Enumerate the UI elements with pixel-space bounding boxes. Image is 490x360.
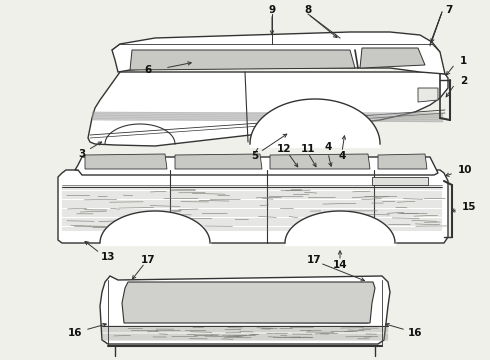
- Polygon shape: [58, 170, 448, 243]
- Polygon shape: [270, 154, 370, 169]
- Text: 4: 4: [324, 142, 332, 152]
- Text: 8: 8: [304, 5, 312, 15]
- Text: 2: 2: [460, 76, 467, 86]
- Polygon shape: [130, 50, 355, 70]
- Text: 7: 7: [445, 5, 452, 15]
- Polygon shape: [250, 99, 380, 148]
- Polygon shape: [122, 282, 375, 323]
- Polygon shape: [112, 32, 445, 74]
- Polygon shape: [88, 72, 448, 146]
- Text: 12: 12: [277, 144, 291, 154]
- Polygon shape: [360, 48, 425, 68]
- Text: 6: 6: [145, 65, 151, 75]
- Text: 4: 4: [338, 151, 345, 161]
- Text: 5: 5: [251, 151, 259, 161]
- Text: 16: 16: [408, 328, 422, 338]
- Polygon shape: [175, 154, 262, 169]
- Text: 1: 1: [460, 56, 467, 66]
- Text: 17: 17: [141, 255, 155, 265]
- Polygon shape: [75, 157, 438, 175]
- Text: 15: 15: [462, 202, 476, 212]
- Text: 3: 3: [78, 149, 86, 159]
- Polygon shape: [85, 154, 167, 169]
- Polygon shape: [372, 177, 428, 185]
- Polygon shape: [378, 154, 427, 169]
- Text: 17: 17: [307, 255, 321, 265]
- Polygon shape: [100, 276, 390, 344]
- Text: 14: 14: [333, 260, 347, 270]
- Text: 13: 13: [101, 252, 115, 262]
- Text: 11: 11: [301, 144, 315, 154]
- Text: 16: 16: [68, 328, 82, 338]
- Text: 9: 9: [269, 5, 275, 15]
- Text: 10: 10: [458, 165, 472, 175]
- Polygon shape: [418, 88, 438, 102]
